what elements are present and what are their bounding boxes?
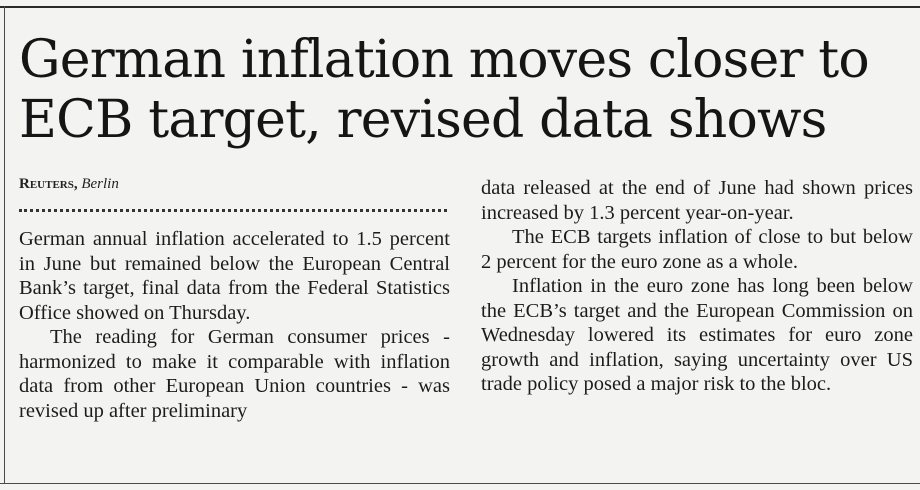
article-column-right: data released at the end of June had sho… [481, 176, 913, 397]
top-rule [0, 6, 920, 8]
headline: German inflation moves closer to ECB tar… [19, 30, 870, 150]
paragraph: The reading for German consumer prices -… [19, 326, 450, 422]
bottom-rule [0, 483, 920, 484]
byline-agency: Reuters, [19, 176, 78, 192]
paragraph: The ECB targets inflation of close to bu… [481, 226, 913, 273]
left-rule [4, 6, 5, 484]
dotted-divider [19, 209, 447, 212]
byline: Reuters, Berlin [19, 175, 119, 193]
article-column-left: German annual inflation accelerated to 1… [19, 227, 450, 423]
paragraph: Inflation in the euro zone has long been… [481, 275, 913, 395]
byline-location: Berlin [81, 176, 119, 192]
paragraph: German annual inflation accelerated to 1… [19, 228, 450, 324]
paragraph: data released at the end of June had sho… [481, 177, 913, 224]
